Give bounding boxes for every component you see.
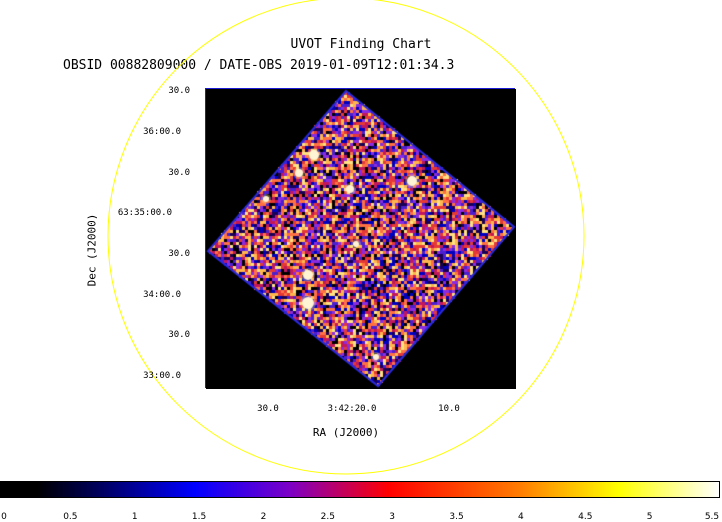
colorbar-tick-label: 5.5	[704, 512, 720, 522]
colorbar-tick-label: 1	[131, 512, 138, 522]
colorbar-tick-label: 3.5	[449, 512, 464, 522]
dec-tick-label: 30.0	[168, 249, 190, 259]
dec-tick-label: 30.0	[168, 86, 190, 96]
colorbar-tick-label: 2	[260, 512, 267, 522]
dec-tick-label: 30.0	[168, 168, 190, 178]
ra-tick-label: 3:42:20.0	[327, 404, 377, 414]
dec-axis-label: Dec (J2000)	[85, 213, 99, 287]
colorbar-tick-label: 5	[646, 512, 653, 522]
colorbar-tick-label: 3	[389, 512, 396, 522]
colorbar-tick-label: 2.5	[320, 512, 335, 522]
ra-tick-label: 30.0	[257, 404, 279, 414]
colorbar-tick-label: 0.5	[63, 512, 78, 522]
colorbar-tick-label: 4.5	[578, 512, 593, 522]
colorbar	[0, 481, 720, 498]
ra-tick-label: 10.0	[438, 404, 460, 414]
colorbar-tick-label: 0	[1, 512, 7, 522]
dec-tick-label: 34:00.0	[143, 290, 181, 300]
dec-tick-label: 36:00.0	[143, 127, 181, 137]
chart-subtitle: OBSID 00882809000 / DATE-OBS 2019-01-09T…	[63, 58, 455, 73]
ra-axis-label: RA (J2000)	[312, 426, 380, 439]
sky-image-frame	[205, 88, 516, 389]
colorbar-tick-label: 1.5	[191, 512, 207, 522]
chart-title: UVOT Finding Chart	[290, 37, 432, 52]
sky-image	[206, 89, 516, 389]
dec-tick-label: 30.0	[168, 330, 190, 340]
dec-tick-label: 33:00.0	[143, 371, 181, 381]
dec-tick-label: 63:35:00.0	[117, 208, 172, 218]
colorbar-tick-label: 4	[518, 512, 524, 522]
